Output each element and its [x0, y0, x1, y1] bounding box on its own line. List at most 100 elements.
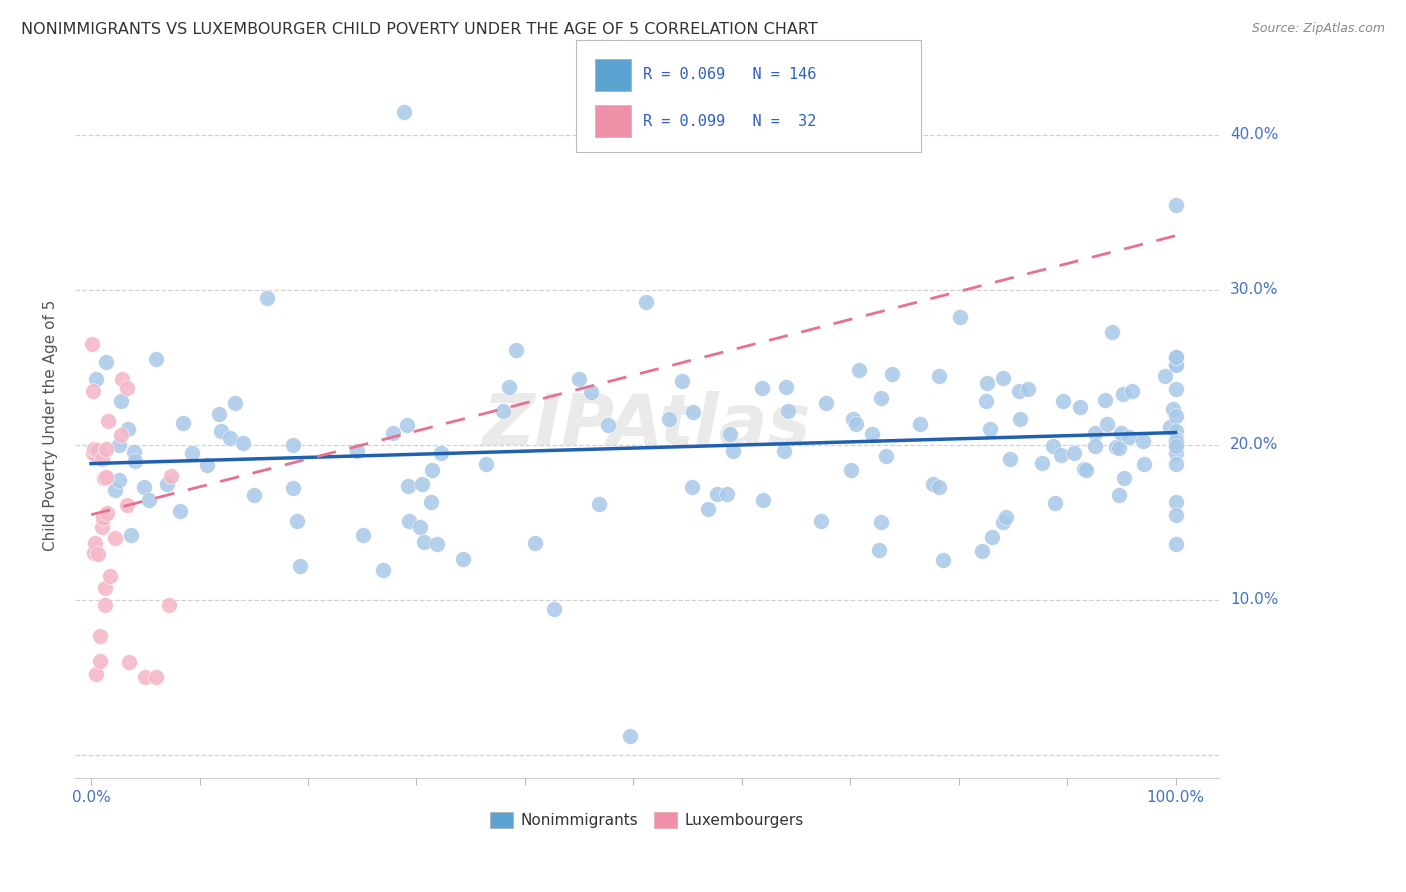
Point	[1164, 446, 1187, 460]
Point	[107, 438, 129, 452]
Point	[256, 291, 278, 305]
Point	[283, 482, 305, 496]
Point	[97, 414, 120, 428]
Point	[94, 469, 117, 483]
Point	[104, 483, 127, 497]
Point	[505, 343, 527, 358]
Point	[682, 405, 704, 419]
Point	[232, 435, 254, 450]
Point	[89, 654, 111, 668]
Point	[778, 403, 800, 417]
Point	[1095, 417, 1118, 431]
Point	[1108, 441, 1130, 455]
Point	[875, 449, 897, 463]
Point	[382, 425, 405, 440]
Point	[117, 381, 139, 395]
Point	[658, 412, 681, 426]
Point	[1159, 420, 1181, 434]
Point	[120, 528, 142, 542]
Point	[998, 451, 1021, 466]
Point	[398, 514, 420, 528]
Point	[1084, 439, 1107, 453]
Point	[426, 537, 449, 551]
Point	[224, 395, 246, 409]
Point	[841, 463, 863, 477]
Point	[974, 393, 997, 408]
Text: 20.0%: 20.0%	[1230, 437, 1278, 452]
Point	[568, 371, 591, 385]
Point	[752, 492, 775, 507]
Point	[1073, 462, 1095, 476]
Point	[353, 527, 375, 541]
Point	[948, 310, 970, 325]
Point	[1164, 350, 1187, 364]
Point	[1010, 412, 1032, 426]
Point	[122, 444, 145, 458]
Point	[928, 368, 950, 383]
Point	[981, 530, 1004, 544]
Point	[110, 428, 132, 442]
Point	[84, 372, 107, 386]
Point	[970, 543, 993, 558]
Point	[1164, 432, 1187, 446]
Point	[928, 480, 950, 494]
Point	[993, 516, 1015, 530]
Point	[145, 351, 167, 366]
Point	[138, 493, 160, 508]
Point	[409, 520, 432, 534]
Point	[93, 471, 115, 485]
Point	[1084, 425, 1107, 440]
Point	[706, 486, 728, 500]
Point	[1069, 401, 1091, 415]
Point	[93, 510, 115, 524]
Point	[118, 655, 141, 669]
Point	[104, 531, 127, 545]
Point	[921, 476, 943, 491]
Point	[1164, 494, 1187, 508]
Point	[870, 515, 893, 529]
Point	[396, 479, 419, 493]
Point	[91, 520, 114, 534]
Point	[86, 667, 108, 681]
Point	[1063, 446, 1085, 460]
Point	[1108, 488, 1130, 502]
Point	[596, 417, 619, 432]
Point	[96, 506, 118, 520]
Point	[1111, 425, 1133, 440]
Point	[1164, 198, 1187, 212]
Point	[208, 407, 231, 421]
Point	[775, 380, 797, 394]
Point	[932, 553, 955, 567]
Point	[181, 446, 204, 460]
Point	[110, 393, 132, 408]
Point	[1164, 351, 1187, 365]
Text: 10.0%: 10.0%	[1230, 592, 1278, 607]
Text: R = 0.099   N =  32: R = 0.099 N = 32	[643, 114, 815, 128]
Point	[588, 497, 610, 511]
Point	[243, 488, 266, 502]
Point	[1164, 425, 1187, 439]
Point	[411, 477, 433, 491]
Point	[134, 671, 156, 685]
Point	[870, 391, 893, 405]
Point	[412, 535, 434, 549]
Point	[842, 412, 865, 426]
Point	[1074, 463, 1097, 477]
Point	[86, 443, 108, 458]
Point	[83, 442, 105, 456]
Point	[107, 473, 129, 487]
Point	[132, 480, 155, 494]
Point	[682, 480, 704, 494]
Point	[91, 451, 114, 466]
Point	[82, 337, 104, 351]
Point	[371, 563, 394, 577]
Point	[868, 543, 890, 558]
Point	[1164, 508, 1187, 522]
Point	[810, 514, 832, 528]
Point	[815, 396, 838, 410]
Point	[94, 598, 117, 612]
Point	[283, 438, 305, 452]
Point	[1043, 496, 1066, 510]
Text: R = 0.069   N = 146: R = 0.069 N = 146	[643, 68, 815, 82]
Point	[1008, 384, 1031, 398]
